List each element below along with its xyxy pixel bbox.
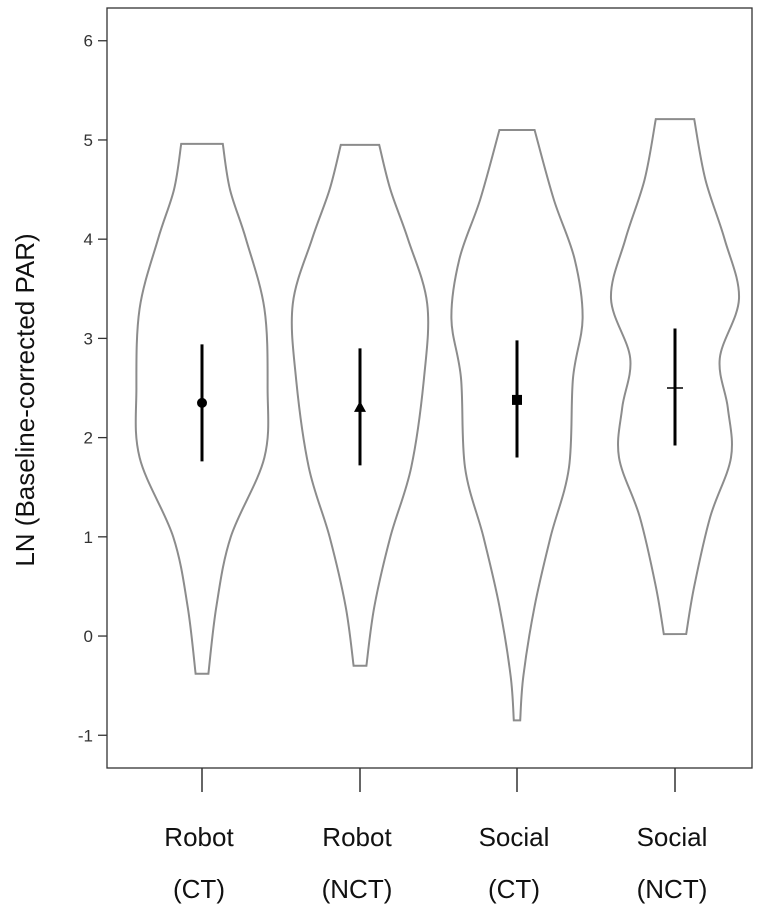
- x-category-sublabel: (CT): [173, 874, 225, 904]
- x-axis: Robot (CT) Robot (NCT) Social (CT) Social (NCT): [164, 768, 707, 904]
- x-category-sublabel: (NCT): [322, 874, 393, 904]
- violin-group: [290, 143, 430, 667]
- violin-outline: [609, 118, 741, 636]
- violin-outline: [134, 142, 270, 675]
- y-tick-label: 2: [84, 429, 93, 448]
- y-tick-label: 4: [84, 230, 93, 249]
- y-tick-label: 3: [84, 329, 93, 348]
- violin-group: [450, 129, 584, 722]
- y-tick-label: 0: [84, 627, 93, 646]
- x-category-label: Social: [479, 822, 550, 852]
- x-category-label: Robot: [164, 822, 234, 852]
- mean-marker-square: [512, 394, 522, 405]
- x-category-sublabel: (CT): [488, 874, 540, 904]
- y-axis-label: LN (Baseline-corrected PAR): [10, 233, 40, 566]
- y-axis: 6 5 4 3 2 1 0 -1: [78, 7, 753, 769]
- mean-marker-triangle: [354, 400, 366, 412]
- y-tick-label: 6: [84, 32, 93, 51]
- x-category-label: Social: [637, 822, 708, 852]
- y-tick-label: 1: [84, 528, 93, 547]
- violin-group: [134, 142, 270, 675]
- y-tick-label: -1: [78, 726, 93, 745]
- violins: [134, 118, 741, 722]
- x-category-sublabel: (NCT): [637, 874, 708, 904]
- plot-frame: [106, 7, 753, 769]
- mean-marker-circle: [197, 397, 207, 408]
- violin-outline: [450, 129, 584, 722]
- violin-outline: [290, 143, 430, 667]
- x-category-label: Robot: [322, 822, 392, 852]
- violin-group: [609, 118, 741, 636]
- y-tick-label: 5: [84, 131, 93, 150]
